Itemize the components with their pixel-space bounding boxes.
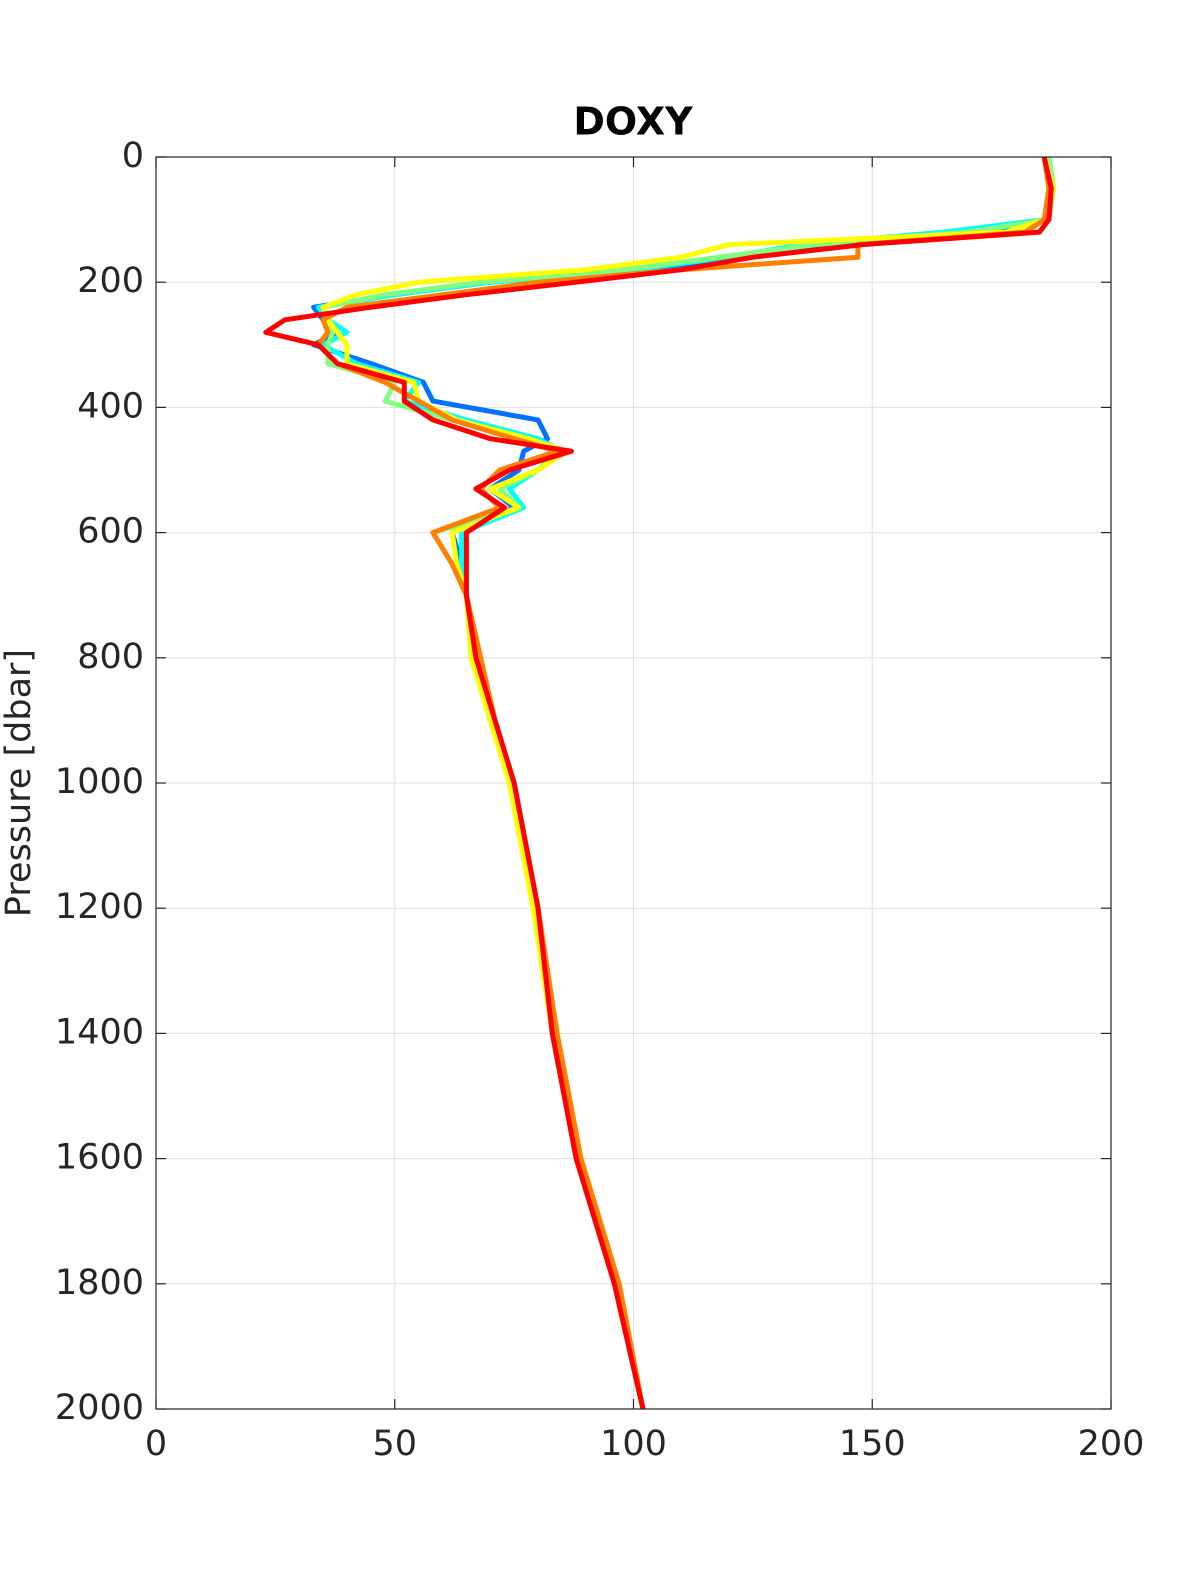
y-tick-label: 1800: [55, 1263, 144, 1303]
y-tick-label: 200: [77, 261, 144, 301]
x-tick-label: 100: [600, 1424, 667, 1464]
y-tick-label: 600: [77, 512, 144, 552]
y-tick-label: 0: [122, 136, 144, 176]
y-axis-label: Pressure [dbar]: [0, 649, 39, 917]
x-tick-label: 0: [145, 1424, 167, 1464]
y-tick-label: 1600: [55, 1138, 144, 1178]
y-tick-label: 1200: [55, 887, 144, 927]
y-tick-label: 2000: [55, 1388, 144, 1428]
y-tick-label: 1400: [55, 1012, 144, 1052]
y-tick-label: 400: [77, 386, 144, 426]
chart-title: DOXY: [573, 100, 693, 144]
profile-line: [263, 156, 1054, 1410]
plot-frame: [155, 156, 1112, 1410]
x-tick-label: 50: [372, 1424, 417, 1464]
x-tick-label: 200: [1078, 1424, 1145, 1464]
x-tick-label: 150: [839, 1424, 906, 1464]
y-tick-label: 800: [77, 637, 144, 677]
y-tick-label: 1000: [55, 762, 144, 802]
